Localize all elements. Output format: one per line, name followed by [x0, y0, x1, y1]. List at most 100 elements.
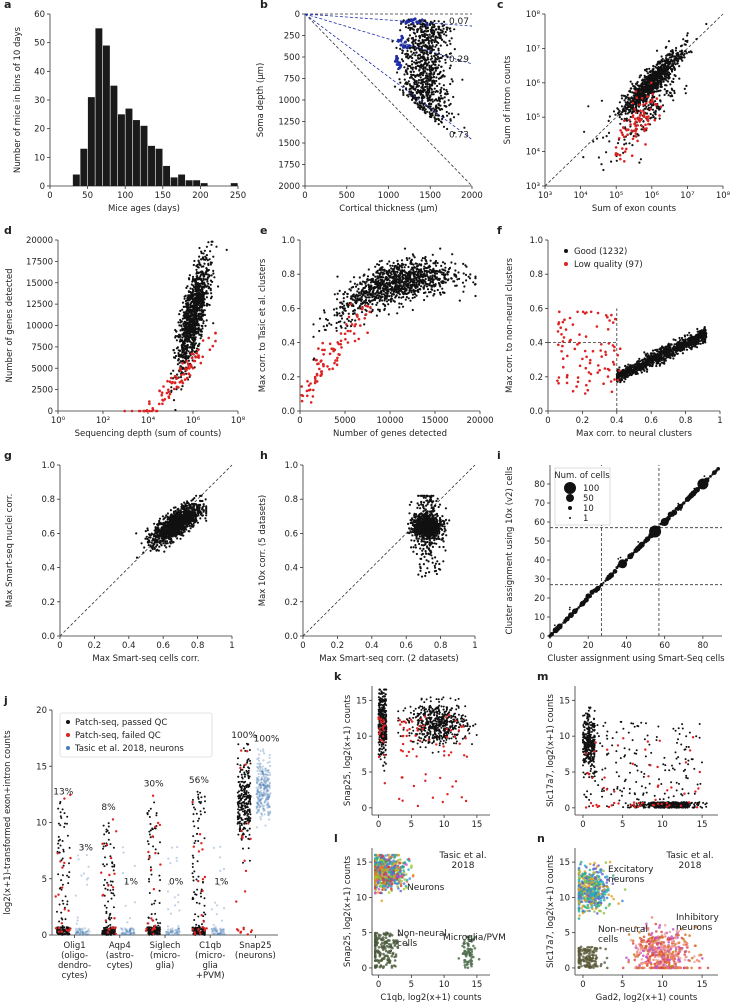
data-point [386, 273, 390, 276]
data-point [638, 161, 641, 164]
data-point-low-quality [646, 95, 649, 98]
data-point [398, 264, 401, 267]
data-point [681, 52, 684, 56]
data-point [346, 295, 349, 298]
data-point-low-quality [167, 396, 171, 400]
data-point [339, 306, 342, 309]
data-point [414, 88, 417, 91]
ratio-line [304, 13, 473, 140]
data-point [401, 51, 404, 55]
y-tick-label: 60 [34, 10, 45, 20]
data-point [670, 70, 674, 73]
data-point [435, 107, 438, 110]
data-point [360, 292, 363, 295]
data-point-low-quality [634, 90, 638, 93]
data-point [649, 76, 653, 79]
data-point [625, 106, 628, 109]
data-point [644, 76, 647, 79]
data-point [658, 94, 661, 97]
data-point [678, 65, 681, 68]
data-point-low-quality [331, 367, 335, 371]
data-point [209, 297, 213, 300]
data-point [203, 249, 206, 252]
data-point [433, 289, 436, 292]
data-point [181, 333, 184, 336]
data-point [203, 309, 206, 312]
y-tick-label: 17500 [26, 257, 53, 267]
data-point [439, 44, 442, 47]
data-point [437, 123, 440, 126]
data-point [198, 271, 201, 274]
data-point [175, 347, 178, 350]
reference-line [304, 13, 473, 187]
y-tick-label: 1.0 [281, 236, 295, 246]
data-point-low-quality [318, 367, 321, 371]
data-point [422, 55, 425, 58]
data-point [663, 73, 666, 76]
y-tick-label: 0.0 [529, 407, 543, 417]
data-point [415, 98, 418, 101]
data-point [429, 105, 432, 108]
data-point [619, 113, 622, 116]
data-point [406, 54, 409, 57]
data-point [419, 76, 422, 79]
data-point [196, 283, 199, 286]
data-point [676, 53, 679, 57]
data-point [620, 118, 623, 121]
data-point [663, 88, 666, 91]
data-point [387, 313, 390, 316]
data-point [373, 297, 376, 300]
data-point [450, 37, 453, 40]
data-point-low-quality [336, 356, 339, 360]
y-tick-label: 10⁷ [526, 44, 541, 54]
data-point [399, 81, 402, 84]
data-point [435, 276, 438, 280]
data-point [387, 298, 390, 302]
data-point [423, 35, 426, 39]
data-point [408, 257, 411, 260]
data-point [336, 275, 339, 278]
y-tick-label: 500 [284, 53, 300, 63]
data-point [440, 86, 443, 89]
data-point [172, 356, 176, 359]
data-point [618, 110, 621, 113]
data-point [199, 328, 202, 331]
data-point-low-quality [640, 96, 644, 100]
data-point [191, 348, 194, 351]
data-point [432, 35, 435, 38]
data-point [639, 74, 643, 77]
data-point [583, 130, 586, 133]
data-point [188, 346, 191, 349]
data-point-low-quality [655, 97, 659, 100]
data-point [637, 88, 641, 92]
data-point [437, 27, 441, 30]
data-point [436, 288, 439, 292]
data-point [333, 293, 336, 296]
data-point [404, 26, 408, 29]
histogram-bar [133, 120, 140, 186]
data-point [637, 101, 640, 104]
data-point [213, 276, 216, 279]
data-point [665, 79, 668, 82]
data-point [436, 36, 439, 39]
data-point [425, 38, 428, 41]
y-tick-label: 250 [284, 32, 300, 42]
data-point [441, 29, 444, 32]
data-point [439, 94, 443, 97]
x-tick-label: 1 [717, 416, 722, 426]
data-point [215, 245, 218, 248]
y-tick-label: 40 [34, 67, 45, 77]
data-point [429, 268, 432, 271]
data-point [428, 47, 432, 50]
data-point [175, 388, 178, 391]
data-point [453, 280, 456, 283]
data-point [418, 36, 421, 40]
data-point [371, 280, 374, 283]
data-point [446, 127, 449, 131]
data-point [431, 98, 434, 101]
data-point [425, 72, 428, 75]
x-axis-label: Max corr. to neural clusters [576, 429, 693, 439]
data-point [172, 349, 175, 352]
data-point [605, 135, 608, 138]
